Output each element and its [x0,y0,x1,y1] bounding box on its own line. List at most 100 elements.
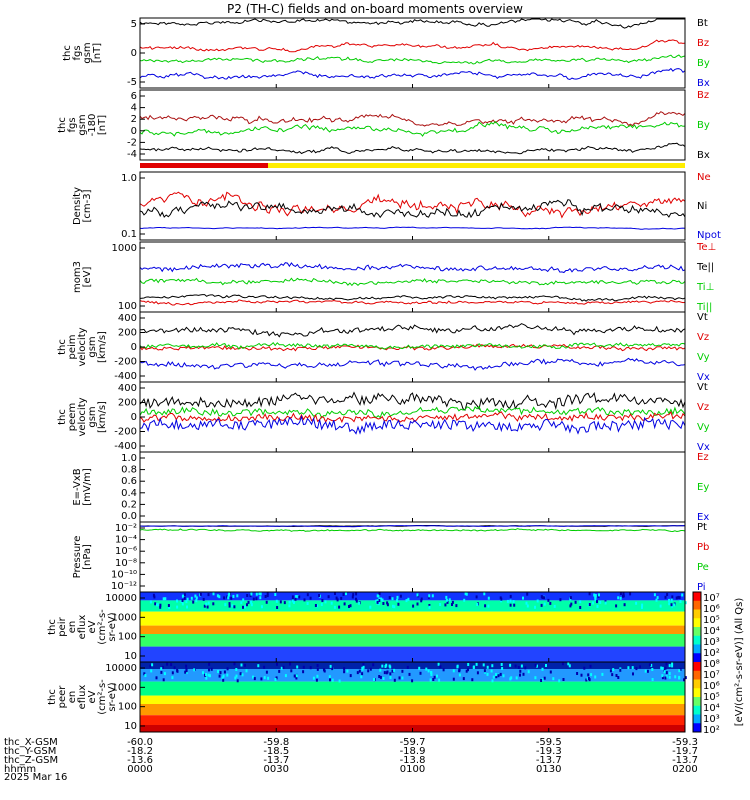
spectrogram-speckle [486,672,489,676]
spectrogram-speckle [678,669,681,673]
spectrogram-speckle [527,670,530,674]
spectrogram-speckle [358,601,361,605]
spectrogram-speckle [472,666,475,669]
spectrogram-speckle [588,592,591,596]
colorbar-segment [693,679,701,689]
footer-value: 0030 [264,764,289,775]
y-tick-label: 2 [131,114,137,125]
spectrogram-speckle [391,669,394,673]
spectrogram-speckle [245,669,248,673]
y-tick-label: 100 [118,301,137,312]
spectrogram-speckle [396,598,399,602]
spectrogram-speckle [534,605,536,609]
legend-entry-By: By [697,58,710,69]
spectrogram-speckle [641,603,644,607]
legend-entry-Ex: Ex [697,512,709,523]
spectrogram-speckle [665,671,668,675]
y-axis-label-line: [mV/m] [82,468,93,506]
spectrogram-speckle [379,668,382,672]
spectrogram-speckle [316,664,319,667]
spectrogram-speckle [540,679,543,682]
legend-entry-Vz: Vz [697,332,709,343]
y-axis-label-line: velocity [77,397,88,436]
spectrogram-speckle [389,676,392,679]
series-line-Bz [139,39,686,53]
spectrogram-speckle [684,676,687,680]
spectrogram-speckle [318,594,321,597]
legend-entry-Bz: Bz [697,38,709,49]
spectrogram-speckle [212,602,215,606]
spectrogram-speckle [190,596,193,600]
spectrogram-speckle [259,592,262,596]
spectrogram-speckle [547,598,550,602]
mode-bar-red [140,163,268,168]
spectrogram-speckle [664,595,667,599]
spectrogram-speckle [601,672,604,676]
spectrogram-speckle [244,663,246,667]
spectrogram-speckle [329,678,331,682]
footer-value: -59.8 [263,737,289,748]
y-axis-label: Pressure [nPa] [72,536,93,579]
y-axis-label-line: thc [57,409,68,425]
spectrogram-speckle [264,595,267,598]
y-axis-label-line: thc [62,45,73,61]
spectrogram-speckle [619,668,622,672]
spectrogram-speckle [416,602,419,606]
spectrogram-speckle [283,601,286,605]
spectrogram-speckle [419,671,422,675]
spectrogram-speckle [679,600,682,603]
spectrogram-speckle [484,604,487,608]
footer-value: -60.0 [127,737,153,748]
spectrogram-speckle [622,594,625,598]
spectrogram-speckle [303,598,306,602]
footer-row-label: hhmm [4,764,36,775]
legend-entry-Vy: Vy [697,422,710,433]
spectrogram-speckle [250,600,253,604]
spectrogram-speckle [679,667,682,671]
spectrogram-speckle [181,599,184,602]
spectrogram-speckle [482,663,485,667]
spectrogram-speckle [314,604,317,607]
panel-3: 1.0 0.1 Density [cm-3] Ne Ni Npot [72,171,721,241]
spectrogram-speckle [509,663,512,667]
spectrogram-speckle [379,675,382,679]
spectrogram-speckle [632,672,634,676]
spectrogram-speckle [444,603,447,607]
y-axis-label: E=-VxB [mV/m] [72,468,93,506]
spectrogram-speckle [156,603,158,607]
spectrogram-speckle [183,593,186,597]
spectrogram-speckle [671,662,674,666]
y-tick-label: 100 [118,632,137,643]
spectrogram-speckle [249,594,252,598]
spectrogram-speckle [517,666,520,669]
spectrogram-speckle [651,668,654,671]
y-axis-label-line: Density [72,187,83,225]
spectrogram-speckle [315,678,318,682]
spectrogram-speckle [455,604,458,608]
spectrogram-speckle [246,594,249,597]
y-tick-label: 0.1 [121,229,137,240]
spectrogram-speckle [203,604,206,608]
spectrogram-speckle [295,674,298,678]
spectrogram-speckle [684,601,687,605]
legend-entry-Ti||: Ti|| [696,302,712,313]
footer-row-label: thc_Z-GSM [4,755,58,766]
series-line-Vy [139,341,686,350]
spectrogram-speckle [295,595,298,599]
y-axis-label-line: fgs [72,45,83,60]
colorbar-tick-label: 10² [703,648,720,659]
spectrogram-speckle [590,673,593,677]
y-axis-label-line: gsm [87,336,98,357]
spectrogram-speckle [407,597,410,601]
footer-value: 0100 [400,764,425,775]
spectrogram-speckle [266,592,269,596]
spectrogram-speckle [431,594,434,598]
spectrogram-speckle [646,669,649,673]
spectrogram-speckle [427,669,430,673]
spectrogram-speckle [500,599,503,603]
spectrogram-speckle [671,595,674,599]
spectrogram-speckle [509,603,512,607]
spectrogram-speckle [192,600,195,604]
spectrogram-speckle [526,592,529,596]
spectrogram-speckle [428,605,431,609]
